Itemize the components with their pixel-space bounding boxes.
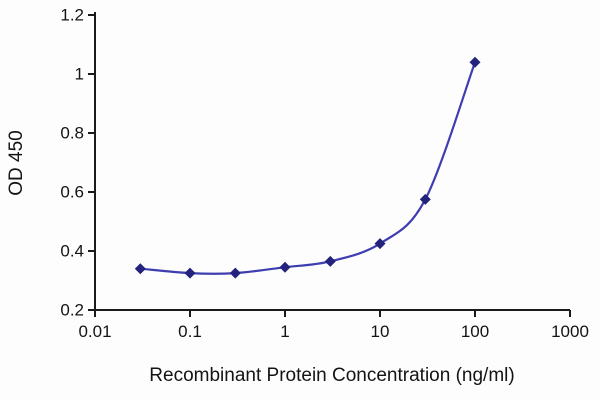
y-axis-title: OD 450 [6, 130, 27, 195]
x-tick-label: 1000 [551, 322, 589, 341]
data-point-marker [229, 267, 241, 279]
y-tick-label: 1.2 [60, 6, 84, 25]
data-point-marker [374, 238, 386, 250]
x-tick-label: 10 [371, 322, 390, 341]
data-point-marker [134, 263, 146, 275]
data-point-marker [279, 261, 291, 273]
data-point-marker [324, 255, 336, 267]
x-axis-title: Recombinant Protein Concentration (ng/ml… [149, 365, 514, 386]
y-tick-label: 1 [75, 65, 84, 84]
y-tick-label: 0.4 [60, 242, 84, 261]
data-point-marker [184, 267, 196, 279]
y-tick-label: 0.8 [60, 124, 84, 143]
series-line [140, 61, 477, 275]
axes-group: 0.2 0.4 0.6 0.8 1 1.2 0.01 0.1 1 10 100 1000 [60, 6, 589, 342]
y-tick-label: 0.2 [60, 301, 84, 320]
x-tick-label: 0.1 [178, 322, 202, 341]
x-tick-label: 0.01 [78, 322, 111, 341]
series-group [134, 56, 481, 279]
y-tick-label: 0.6 [60, 183, 84, 202]
x-tick-label: 1 [280, 322, 289, 341]
data-point-marker [469, 56, 481, 68]
data-point-marker [419, 193, 431, 205]
x-tick-label: 100 [461, 322, 489, 341]
